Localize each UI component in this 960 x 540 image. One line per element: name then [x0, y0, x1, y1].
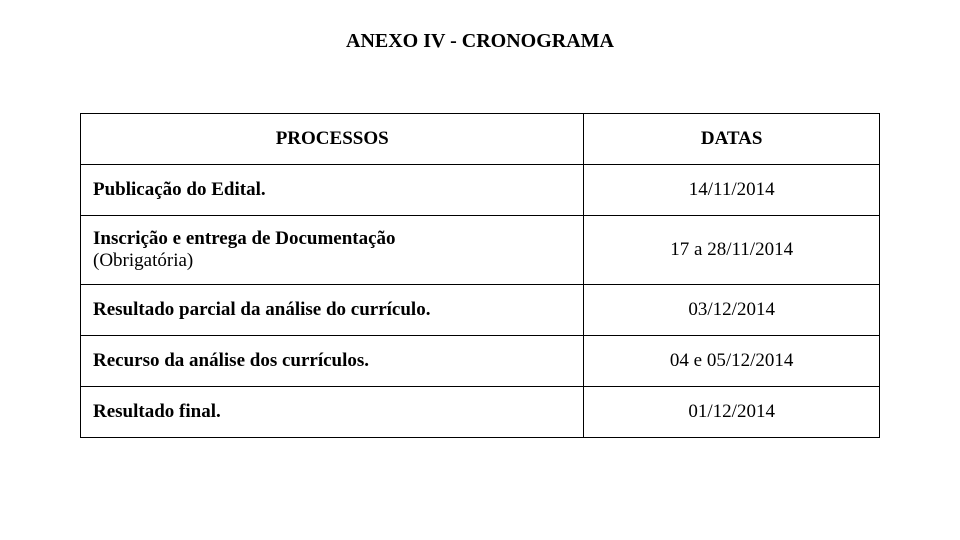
date-cell: 14/11/2014 — [584, 165, 880, 216]
cronograma-table: PROCESSOS DATAS Publicação do Edital. 14… — [80, 113, 880, 438]
process-cell: Recurso da análise dos currículos. — [81, 336, 584, 387]
date-cell: 04 e 05/12/2014 — [584, 336, 880, 387]
table-row: Resultado final. 01/12/2014 — [81, 387, 880, 438]
table-row: Publicação do Edital. 14/11/2014 — [81, 165, 880, 216]
process-line: (Obrigatória) — [93, 250, 571, 272]
page-title: ANEXO IV - CRONOGRAMA — [80, 30, 880, 53]
header-datas: DATAS — [584, 114, 880, 165]
date-cell: 01/12/2014 — [584, 387, 880, 438]
table-row: Recurso da análise dos currículos. 04 e … — [81, 336, 880, 387]
table-row: Resultado parcial da análise do currícul… — [81, 285, 880, 336]
date-cell: 03/12/2014 — [584, 285, 880, 336]
process-cell: Publicação do Edital. — [81, 165, 584, 216]
table-header-row: PROCESSOS DATAS — [81, 114, 880, 165]
process-cell: Inscrição e entrega de Documentação (Obr… — [81, 216, 584, 285]
date-cell: 17 a 28/11/2014 — [584, 216, 880, 285]
process-line: Inscrição e entrega de Documentação — [93, 228, 571, 250]
process-cell: Resultado final. — [81, 387, 584, 438]
header-processos: PROCESSOS — [81, 114, 584, 165]
table-row: Inscrição e entrega de Documentação (Obr… — [81, 216, 880, 285]
process-cell: Resultado parcial da análise do currícul… — [81, 285, 584, 336]
